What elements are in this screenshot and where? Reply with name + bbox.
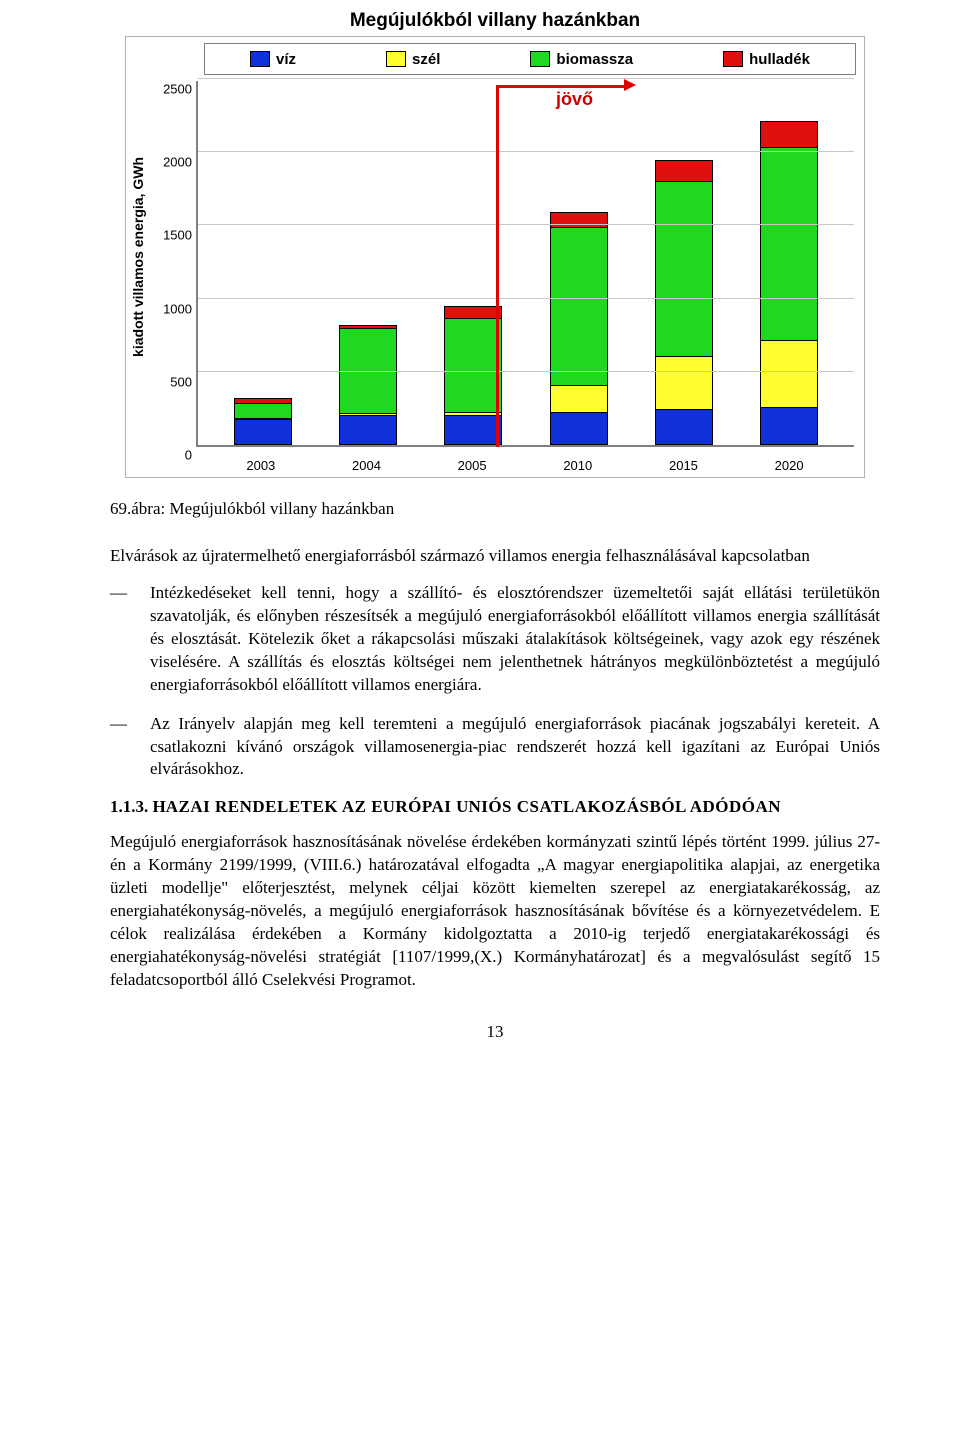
intro-paragraph: Elvárások az újratermelhető energiaforrá… xyxy=(110,545,880,568)
bar-segment xyxy=(760,121,818,147)
bullet-dash: — xyxy=(110,713,150,782)
bar-segment xyxy=(550,413,608,445)
future-divider-top xyxy=(496,85,626,88)
y-tick-label: 0 xyxy=(185,448,192,463)
heading-cap: E xyxy=(371,797,382,816)
section-heading: 1.1.3. HAZAI RENDELETEK AZ EURÓPAI UNIÓS… xyxy=(110,797,880,817)
legend-item: biomassza xyxy=(530,51,633,68)
bar-segment xyxy=(655,160,713,182)
y-tick-label: 1000 xyxy=(163,301,192,316)
x-tick-label: 2005 xyxy=(443,458,501,473)
gridline xyxy=(198,298,854,299)
y-tick-label: 2000 xyxy=(163,155,192,170)
document-page: Megújulókból villany hazánkban kiadott v… xyxy=(0,0,960,1082)
bullet-text: Az Irányelv alapján meg kell teremteni a… xyxy=(150,713,880,782)
bar xyxy=(444,306,502,445)
legend-swatch xyxy=(386,51,406,67)
x-tick-label: 2020 xyxy=(760,458,818,473)
x-tick-label: 2004 xyxy=(337,458,395,473)
bar-segment xyxy=(339,329,397,414)
bar xyxy=(234,398,292,445)
bar-segment xyxy=(655,410,713,445)
bar-segment xyxy=(760,408,818,445)
bar-segment xyxy=(444,416,502,445)
plot-area xyxy=(196,81,854,447)
bar-segment xyxy=(550,228,608,386)
section-number: 1.1.3. xyxy=(110,797,153,816)
y-axis-label: kiadott villamos energia, GWh xyxy=(126,157,150,357)
y-tick-label: 1500 xyxy=(163,228,192,243)
legend-swatch xyxy=(530,51,550,67)
bar-segment xyxy=(760,148,818,341)
plot-column: víz szél biomassza hulladék 2003 2004 2005 201… xyxy=(196,37,864,477)
y-tick-label: 2500 xyxy=(163,82,192,97)
legend-label: víz xyxy=(276,51,296,68)
figure-caption: 69.ábra: Megújulókból villany hazánkban xyxy=(110,498,880,521)
y-tick-label: 500 xyxy=(170,374,192,389)
legend-label: hulladék xyxy=(749,51,810,68)
chart-title: Megújulókból villany hazánkban xyxy=(125,10,865,32)
heading-cap: U xyxy=(456,797,468,816)
bar-segment xyxy=(234,420,292,445)
bar xyxy=(760,121,818,445)
bar-segment xyxy=(760,341,818,408)
gridline xyxy=(198,78,854,79)
x-ticks: 2003 2004 2005 2010 2015 2020 xyxy=(196,458,854,473)
legend-item: hulladék xyxy=(723,51,810,68)
legend-swatch xyxy=(250,51,270,67)
chart-container: Megújulókból villany hazánkban kiadott v… xyxy=(125,10,865,478)
x-tick-label: 2010 xyxy=(549,458,607,473)
heading-sc: URÓPAI xyxy=(383,797,457,816)
bar-segment xyxy=(550,212,608,228)
bar-segment xyxy=(339,416,397,445)
bullet-item: — Intézkedéseket kell tenni, hogy a szál… xyxy=(110,582,880,697)
legend: víz szél biomassza hulladék xyxy=(204,43,856,75)
legend-label: szél xyxy=(412,51,440,68)
bullet-dash: — xyxy=(110,582,150,697)
legend-swatch xyxy=(723,51,743,67)
bar xyxy=(655,160,713,445)
bars-row xyxy=(198,81,854,445)
future-label: jövő xyxy=(556,89,593,110)
y-ticks: 0 500 1000 1500 2000 2500 xyxy=(150,37,196,477)
heading-sc: AZAI RENDELETEK AZ xyxy=(166,797,372,816)
page-number: 13 xyxy=(110,1022,880,1042)
future-divider-line xyxy=(496,85,499,447)
body-paragraph: Megújuló energiaforrások hasznosításának… xyxy=(110,831,880,992)
bar-segment xyxy=(444,319,502,413)
chart-box: kiadott villamos energia, GWh 0 500 1000 15… xyxy=(125,36,865,478)
bar-segment xyxy=(444,306,502,319)
x-tick-label: 2003 xyxy=(232,458,290,473)
arrow-right-icon xyxy=(624,79,636,91)
bar-segment xyxy=(550,386,608,412)
bullet-text: Intézkedéseket kell tenni, hogy a szállí… xyxy=(150,582,880,697)
legend-label: biomassza xyxy=(556,51,633,68)
legend-item: szél xyxy=(386,51,440,68)
x-tick-label: 2015 xyxy=(654,458,712,473)
bullet-item: — Az Irányelv alapján meg kell teremteni… xyxy=(110,713,880,782)
gridline xyxy=(198,371,854,372)
heading-cap: H xyxy=(153,797,166,816)
bar-segment xyxy=(655,182,713,358)
bar-segment xyxy=(655,357,713,410)
heading-sc: NIÓS CSATLAKOZÁSBÓL ADÓDÓAN xyxy=(468,797,781,816)
bar xyxy=(339,325,397,445)
gridline xyxy=(198,224,854,225)
bar xyxy=(550,212,608,445)
gridline xyxy=(198,151,854,152)
legend-item: víz xyxy=(250,51,296,68)
bar-segment xyxy=(234,404,292,419)
